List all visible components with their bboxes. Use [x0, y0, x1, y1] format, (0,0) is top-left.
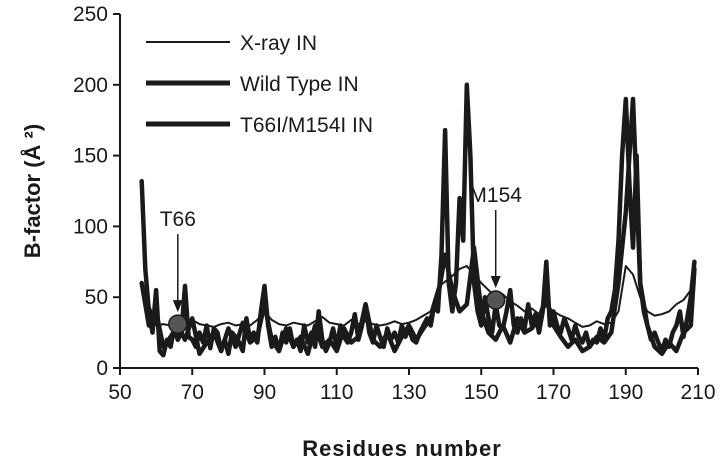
- series-line-wild-type-in: [139, 82, 697, 358]
- annotation-label: M154: [469, 184, 522, 207]
- y-tick-label: 200: [73, 74, 108, 97]
- annotation-arrowhead: [490, 276, 501, 289]
- legend-label-wild-type: Wild Type IN: [240, 73, 359, 96]
- series-line-x-ray-in: [140, 265, 696, 328]
- x-tick-label: 190: [608, 381, 643, 404]
- annotation-label: T66: [160, 208, 196, 231]
- legend: X-ray IN Wild Type IN T66I/M154I IN: [146, 32, 373, 137]
- legend-label-mutant: T66I/M154I IN: [240, 114, 373, 137]
- x-tick-label: 70: [181, 381, 204, 404]
- y-tick-label: 100: [73, 215, 108, 238]
- x-tick-label: 170: [536, 381, 571, 404]
- y-tick-label: 0: [96, 357, 108, 380]
- y-tick-label: 150: [73, 145, 108, 168]
- y-axis-title: B-factor (Å ²): [19, 124, 45, 258]
- x-tick-label: 50: [108, 381, 131, 404]
- y-tick-label: 250: [73, 3, 108, 26]
- x-tick-label: 150: [464, 381, 499, 404]
- series-lines: [139, 82, 697, 358]
- y-tick-label: 50: [85, 286, 108, 309]
- annotation-arrowhead: [172, 300, 183, 313]
- annotations: T66 M154: [160, 184, 522, 334]
- x-tick-label: 90: [253, 381, 276, 404]
- y-axis-ticks: 0 50 100 150 200 250: [73, 3, 120, 380]
- x-tick-label: 110: [320, 381, 353, 404]
- x-axis-ticks: 50 70 90 110 130 150 170 190 210: [108, 368, 716, 404]
- annotation-marker: [168, 314, 188, 334]
- legend-label-xray: X-ray IN: [240, 32, 317, 55]
- annotation-marker: [485, 290, 506, 310]
- x-tick-label: 210: [680, 381, 715, 404]
- x-tick-label: 130: [391, 381, 426, 404]
- x-axis-title: Residues number: [302, 436, 502, 461]
